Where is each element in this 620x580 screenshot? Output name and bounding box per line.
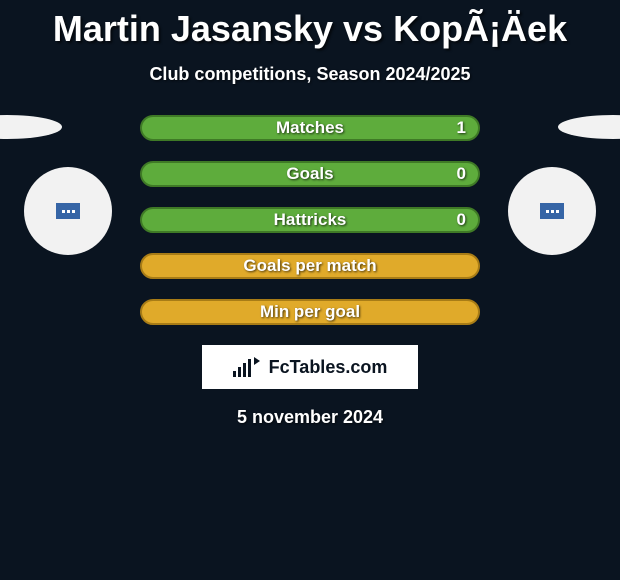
stat-row-hattricks: Hattricks 0 [140,207,480,233]
avatar-badge-icon [56,203,80,219]
brand-card[interactable]: FcTables.com [202,345,418,389]
stat-value-right: 0 [457,164,466,184]
stat-rows: Matches 1 Goals 0 Hattricks 0 Goals per … [140,115,480,325]
content-area: Matches 1 Goals 0 Hattricks 0 Goals per … [0,115,620,428]
stat-row-goals-per-match: Goals per match [140,253,480,279]
player-avatar-left [24,167,112,255]
stat-label: Hattricks [274,210,347,230]
stat-label: Goals per match [243,256,376,276]
avatar-badge-icon [540,203,564,219]
ellipse-decor-right [558,115,620,139]
stat-value-right: 0 [457,210,466,230]
stat-label: Min per goal [260,302,360,322]
brand-chart-icon [233,357,251,377]
brand-text: FcTables.com [269,357,388,378]
page-title: Martin Jasansky vs KopÃ¡Äek [0,0,620,50]
comparison-card: Martin Jasansky vs KopÃ¡Äek Club competi… [0,0,620,580]
stat-label: Goals [286,164,333,184]
brand-arrow-icon [254,357,260,365]
subtitle: Club competitions, Season 2024/2025 [0,64,620,85]
date-text: 5 november 2024 [0,407,620,428]
ellipse-decor-left [0,115,62,139]
stat-row-min-per-goal: Min per goal [140,299,480,325]
stat-label: Matches [276,118,344,138]
stat-row-matches: Matches 1 [140,115,480,141]
stat-value-right: 1 [457,118,466,138]
player-avatar-right [508,167,596,255]
stat-row-goals: Goals 0 [140,161,480,187]
